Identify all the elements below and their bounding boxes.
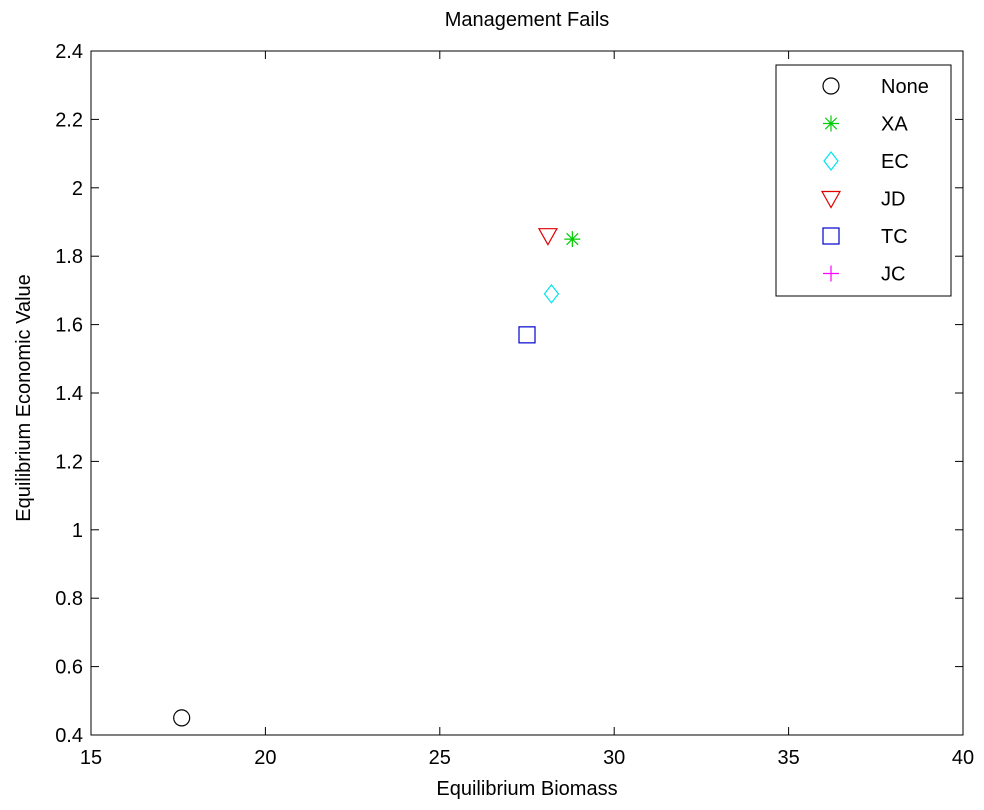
- legend-marker-jc: [823, 265, 839, 282]
- legend-label-jd: JD: [881, 189, 905, 211]
- y-tick-label: 0.8: [55, 588, 83, 610]
- x-tick-label: 40: [952, 747, 974, 769]
- x-tick-label: 30: [603, 747, 625, 769]
- legend-label-tc: TC: [881, 226, 908, 248]
- y-tick-label: 0.4: [55, 725, 83, 747]
- y-axis-label: Equilibrium Economic Value: [13, 274, 35, 522]
- y-tick-label: 2: [72, 178, 83, 200]
- y-tick-label: 1.4: [55, 383, 83, 405]
- legend-marker-tc: [822, 227, 840, 245]
- data-point-tc: [518, 326, 536, 344]
- data-point-jd: [537, 228, 558, 246]
- y-tick-label: 2.4: [55, 41, 83, 63]
- x-tick-label: 20: [254, 747, 276, 769]
- x-tick-label: 35: [777, 747, 799, 769]
- legend-label-none: None: [881, 76, 929, 98]
- legend-marker-ec: [823, 151, 839, 171]
- legend-marker-xa: [823, 115, 839, 132]
- chart-title: Management Fails: [445, 9, 610, 31]
- y-tick-label: 1.6: [55, 315, 83, 337]
- y-tick-label: 1.8: [55, 246, 83, 268]
- y-tick-label: 1.2: [55, 451, 83, 473]
- legend-box: [775, 64, 952, 297]
- data-points: [173, 228, 581, 727]
- legend-label-ec: EC: [881, 151, 909, 173]
- x-tick-label: 15: [80, 747, 102, 769]
- legend-label-jc: JC: [881, 264, 905, 286]
- data-point-none: [173, 709, 191, 727]
- legend: None XA EC JD TC JC: [775, 64, 952, 297]
- data-point-xa: [564, 231, 581, 248]
- data-point-ec: [543, 283, 560, 304]
- legend-marker-none: [822, 77, 840, 95]
- x-tick-label: 25: [429, 747, 451, 769]
- y-tick-label: 0.6: [55, 657, 83, 679]
- x-axis-label: Equilibrium Biomass: [436, 778, 617, 800]
- y-tick-label: 1: [72, 520, 83, 542]
- legend-label-xa: XA: [881, 114, 908, 136]
- axis-ticks: 15 20 25 30 35 40 0.4 0.6 0.8 1 1.2 1.4 1.6 1.8 2 2.2 2.…: [55, 41, 974, 769]
- y-tick-label: 2.2: [55, 109, 83, 131]
- legend-marker-jd: [820, 190, 842, 209]
